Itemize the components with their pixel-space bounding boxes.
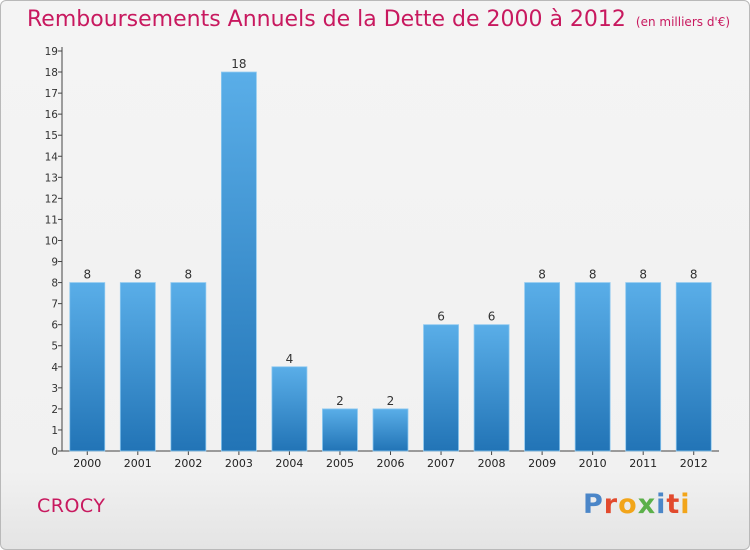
value-label: 6	[488, 310, 496, 324]
bar	[423, 324, 459, 452]
chart-title: Remboursements Annuels de la Dette de 20…	[27, 7, 626, 32]
y-tick-label: 12	[45, 193, 58, 205]
value-label: 8	[690, 268, 698, 282]
y-tick-label: 16	[45, 109, 59, 121]
value-label: 8	[589, 268, 597, 282]
x-tick-label: 2001	[124, 457, 152, 470]
x-tick-label: 2002	[174, 457, 202, 470]
x-tick-label: 2011	[629, 457, 657, 470]
y-tick-label: 1	[51, 425, 58, 437]
y-tick-label: 18	[45, 67, 58, 79]
y-tick-label: 0	[51, 446, 58, 458]
bar	[170, 282, 207, 452]
value-label: 6	[437, 310, 445, 324]
x-tick-label: 2000	[73, 457, 101, 470]
chart-title-block: Remboursements Annuels de la Dette de 20…	[27, 7, 730, 32]
value-labels: 8 8 8 18 4 2 2 6 6 8 8 8 8	[83, 57, 697, 408]
logo-letter: t	[666, 489, 681, 520]
bar	[322, 408, 358, 452]
x-tick-label: 2008	[478, 457, 506, 470]
y-tick-label: 8	[51, 278, 58, 290]
bar	[675, 282, 712, 452]
x-tick-label: 2004	[275, 457, 303, 470]
bar	[524, 282, 561, 452]
x-tick-label: 2012	[680, 457, 708, 470]
y-tick-label: 14	[45, 151, 59, 163]
value-label: 8	[83, 268, 91, 282]
value-label: 2	[387, 394, 395, 408]
y-tick-label: 5	[51, 341, 58, 353]
value-label: 4	[286, 352, 294, 366]
value-label: 8	[538, 268, 546, 282]
value-label: 8	[134, 268, 142, 282]
value-label: 2	[336, 394, 344, 408]
x-tick-label: 2005	[326, 457, 354, 470]
y-tick-label: 13	[45, 172, 58, 184]
y-tick-label: 15	[45, 130, 58, 142]
commune-name: CROCY	[37, 495, 106, 517]
x-axis: 2000 2001 2002 2003 2004 2005 2006 2007 2008 2009…	[62, 450, 719, 470]
y-tick-label: 10	[45, 235, 58, 247]
logo-letter: i	[656, 489, 667, 520]
logo-letter: o	[618, 489, 638, 520]
x-tick-label: 2007	[427, 457, 455, 470]
value-label: 8	[639, 268, 647, 282]
y-tick-label: 2	[51, 404, 58, 416]
x-tick-label: 2009	[528, 457, 556, 470]
proxiti-logo: Proxiti	[583, 489, 691, 520]
bar	[372, 408, 409, 452]
x-tick-label: 2003	[225, 457, 253, 470]
bar-series	[69, 71, 712, 452]
x-tick-label: 2006	[377, 457, 405, 470]
bar	[119, 282, 156, 452]
y-tick-label: 17	[45, 88, 58, 100]
y-tick-label: 4	[51, 362, 58, 374]
logo-letter: r	[603, 489, 619, 520]
chart-subtitle: (en milliers d'€)	[635, 15, 731, 29]
y-tick-label: 9	[51, 257, 58, 269]
y-tick-label: 19	[45, 46, 58, 58]
bar	[473, 324, 510, 452]
bar	[220, 71, 257, 452]
bar	[574, 282, 611, 452]
y-tick-label: 6	[51, 320, 58, 332]
logo-letter: i	[680, 489, 691, 520]
y-tick-label: 3	[51, 383, 58, 395]
value-label: 18	[231, 57, 246, 71]
y-tick-label: 11	[45, 214, 58, 226]
bar	[69, 282, 106, 452]
logo-letter: P	[583, 489, 604, 520]
y-tick-label: 7	[51, 299, 58, 311]
bar	[271, 366, 308, 452]
bar	[625, 282, 662, 452]
value-label: 8	[185, 268, 193, 282]
x-tick-label: 2010	[579, 457, 607, 470]
logo-letter: x	[637, 489, 657, 520]
